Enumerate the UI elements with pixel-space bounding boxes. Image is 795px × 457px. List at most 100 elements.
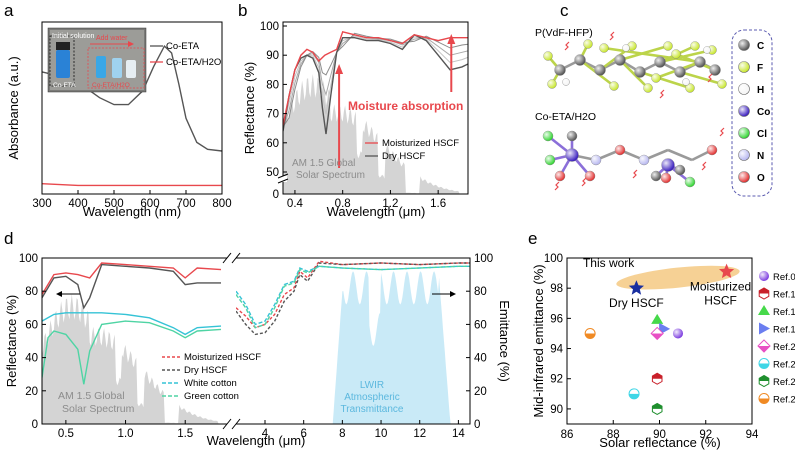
oxygen-atom-5-shine [661,173,671,183]
panel-d-letter: d [4,229,13,248]
hbond-mark-2 [659,89,665,99]
point-moisturized-hscf [719,263,735,279]
point-ref-16-fill [652,373,662,379]
point-ref-24-fill [585,333,596,339]
y-tick-label-60: 60 [266,138,279,150]
legend-label-ref-20: Ref.20 [773,342,795,353]
element-label-cl: Cl [757,129,767,140]
y-tick-label-right-80: 80 [474,286,487,298]
legend-label-ref-17: Ref.17 [773,307,795,318]
x-tick-label-0.4: 0.4 [287,198,304,210]
y-tick-label-50: 50 [266,167,279,179]
legend-label-ref-24: Ref.24 [773,395,795,406]
y-tick-label-right-100: 100 [474,253,493,265]
chlorine-atom-1-shine [543,131,553,141]
x-tick-label-92: 92 [699,429,712,441]
legend-label-ref-16: Ref.16 [773,290,795,301]
panel-e-legend: Ref.09 Ref.16 Ref.17 Ref.19 Ref.20 Ref.21 Ref.… [757,271,795,406]
axis-break-mark-2 [231,252,241,264]
series-line-vis-moisturized-hscf [42,262,222,295]
inset-initial-label: Initial solution [52,33,95,40]
x-tick-label-0.8: 0.8 [335,198,351,210]
legend-co-eta-h2o: Co-ETA/H2O [166,57,221,68]
panel-e: e 86 88 90 92 94 90 92 94 96 98 100 This work Dry H… [528,229,795,450]
point-ref-21-fill [629,393,640,399]
element-swatch-shine-n [738,149,750,161]
panel-c: c P(VdF-HFP) Co-ETA/H2O CFH Co Cl NO [535,1,773,197]
series-line-ir-moisturized-hscf [236,260,470,329]
x-tick-label-1.6: 1.6 [430,198,446,210]
hbond-mark-3 [707,73,713,83]
x-tick-label-400: 400 [68,198,87,210]
chlorine-atom-3-shine [685,177,695,187]
hbond-mark-1 [609,31,615,41]
element-swatch-shine-h [738,83,750,95]
x-tick-label-right-6: 6 [300,428,306,440]
x-tick-label-500: 500 [104,198,123,210]
legend-marker-ref-24-fill [759,398,769,404]
element-swatch-shine-o [738,171,750,183]
eta-bond-5 [667,148,693,162]
fluorine-atom-0-shine [543,51,553,61]
legend-co-eta: Co-ETA [166,41,200,52]
cf-bond-5 [619,59,649,89]
fluorine-atom-13-shine [671,49,681,59]
panel-a-frame [41,21,223,195]
y-tick-label-96: 96 [550,313,563,325]
legend-label-ref-09: Ref.09 [773,272,795,283]
x-tick-label-right-14: 14 [452,428,465,440]
hbond-mark-7 [554,181,560,191]
y-tick-label-100: 100 [260,21,279,33]
right-axis-arrowhead [450,291,456,297]
lwir-label-1: LWIR [360,380,384,391]
moisture-absorption-annotation: Moisture absorption [348,99,463,113]
fluorine-atom-5-shine [643,83,653,93]
panel-b-solar-label-2: Solar Spectrum [296,170,365,181]
axis-break-mark-4 [231,418,241,430]
point-ref-23-fill [652,403,662,409]
panel-d: d 0.5 1.0 1.5 4 6 8 10 12 14 0 0 20 20 40 40 60 60 80 80 10… [4,229,512,448]
x-tick-label-600: 600 [140,198,159,210]
moisture-arrowhead-1 [335,64,344,74]
fluorine-atom-4-shine [627,41,637,51]
legend-marker-ref-09-shine [759,271,769,281]
element-label-o: O [757,173,765,184]
series-line-vis-green-cotton [42,320,222,385]
cf-bond-7 [639,70,691,90]
panel-b: b 0.4 0.8 1.2 1.6 0 50 60 70 80 90 100 Wavelength … [238,1,469,219]
panel-d-ylabel-left: Reflectance (%) [4,295,19,387]
cobalt-atom-2-shine [661,158,675,172]
carbon-atom-bottom-2-shine [651,171,661,181]
panel-e-letter: e [528,229,537,248]
panel-b-frame [282,21,469,195]
series-line-moisturized-hscf [283,30,468,126]
hydrogen-atom-top-0-shine [562,78,570,86]
intermediate-curve-1 [283,35,468,130]
carbon-atom-bottom-0-shine [567,131,577,141]
hydrogen-atom-top-1-shine [622,44,630,52]
x-tick-label-88: 88 [607,429,620,441]
panel-d-legend: Moisturized HSCF Dry HSCF White cotton Gree… [162,352,261,402]
panel-e-ylabel: Mid-infrared emittance (%) [531,264,546,417]
hydrogen-atom-top-3-shine [703,46,711,54]
y-tick-label-right-60: 60 [474,319,487,331]
axis-break-mark-3 [222,418,232,430]
y-tick-label-70: 70 [266,109,279,121]
panel-a-letter: a [4,1,14,20]
series-line-ir-green-cotton [236,265,470,329]
dry-hscf-point-label: Dry HSCF [609,296,664,310]
legend-marker-ref-20-fill [758,346,770,352]
carbon-atom-7-shine [694,56,706,68]
element-swatch-shine-co [738,105,750,117]
panel-d-xlabel: Wavelength (μm) [207,433,306,448]
legend-label-ref-21: Ref.21 [773,360,795,371]
y-tick-label-98: 98 [550,283,563,295]
x-tick-label-800: 800 [212,198,231,210]
element-label-f: F [757,63,763,74]
fluorine-atom-2-shine [583,39,593,49]
x-tick-label-right-10: 10 [375,428,388,440]
x-tick-label-right-8: 8 [339,428,345,440]
legend-label-moisturized-hscf: Moisturized HSCF [184,352,261,363]
panel-b-xlabel: Wavelength (μm) [327,204,426,219]
element-label-h: H [757,85,764,96]
